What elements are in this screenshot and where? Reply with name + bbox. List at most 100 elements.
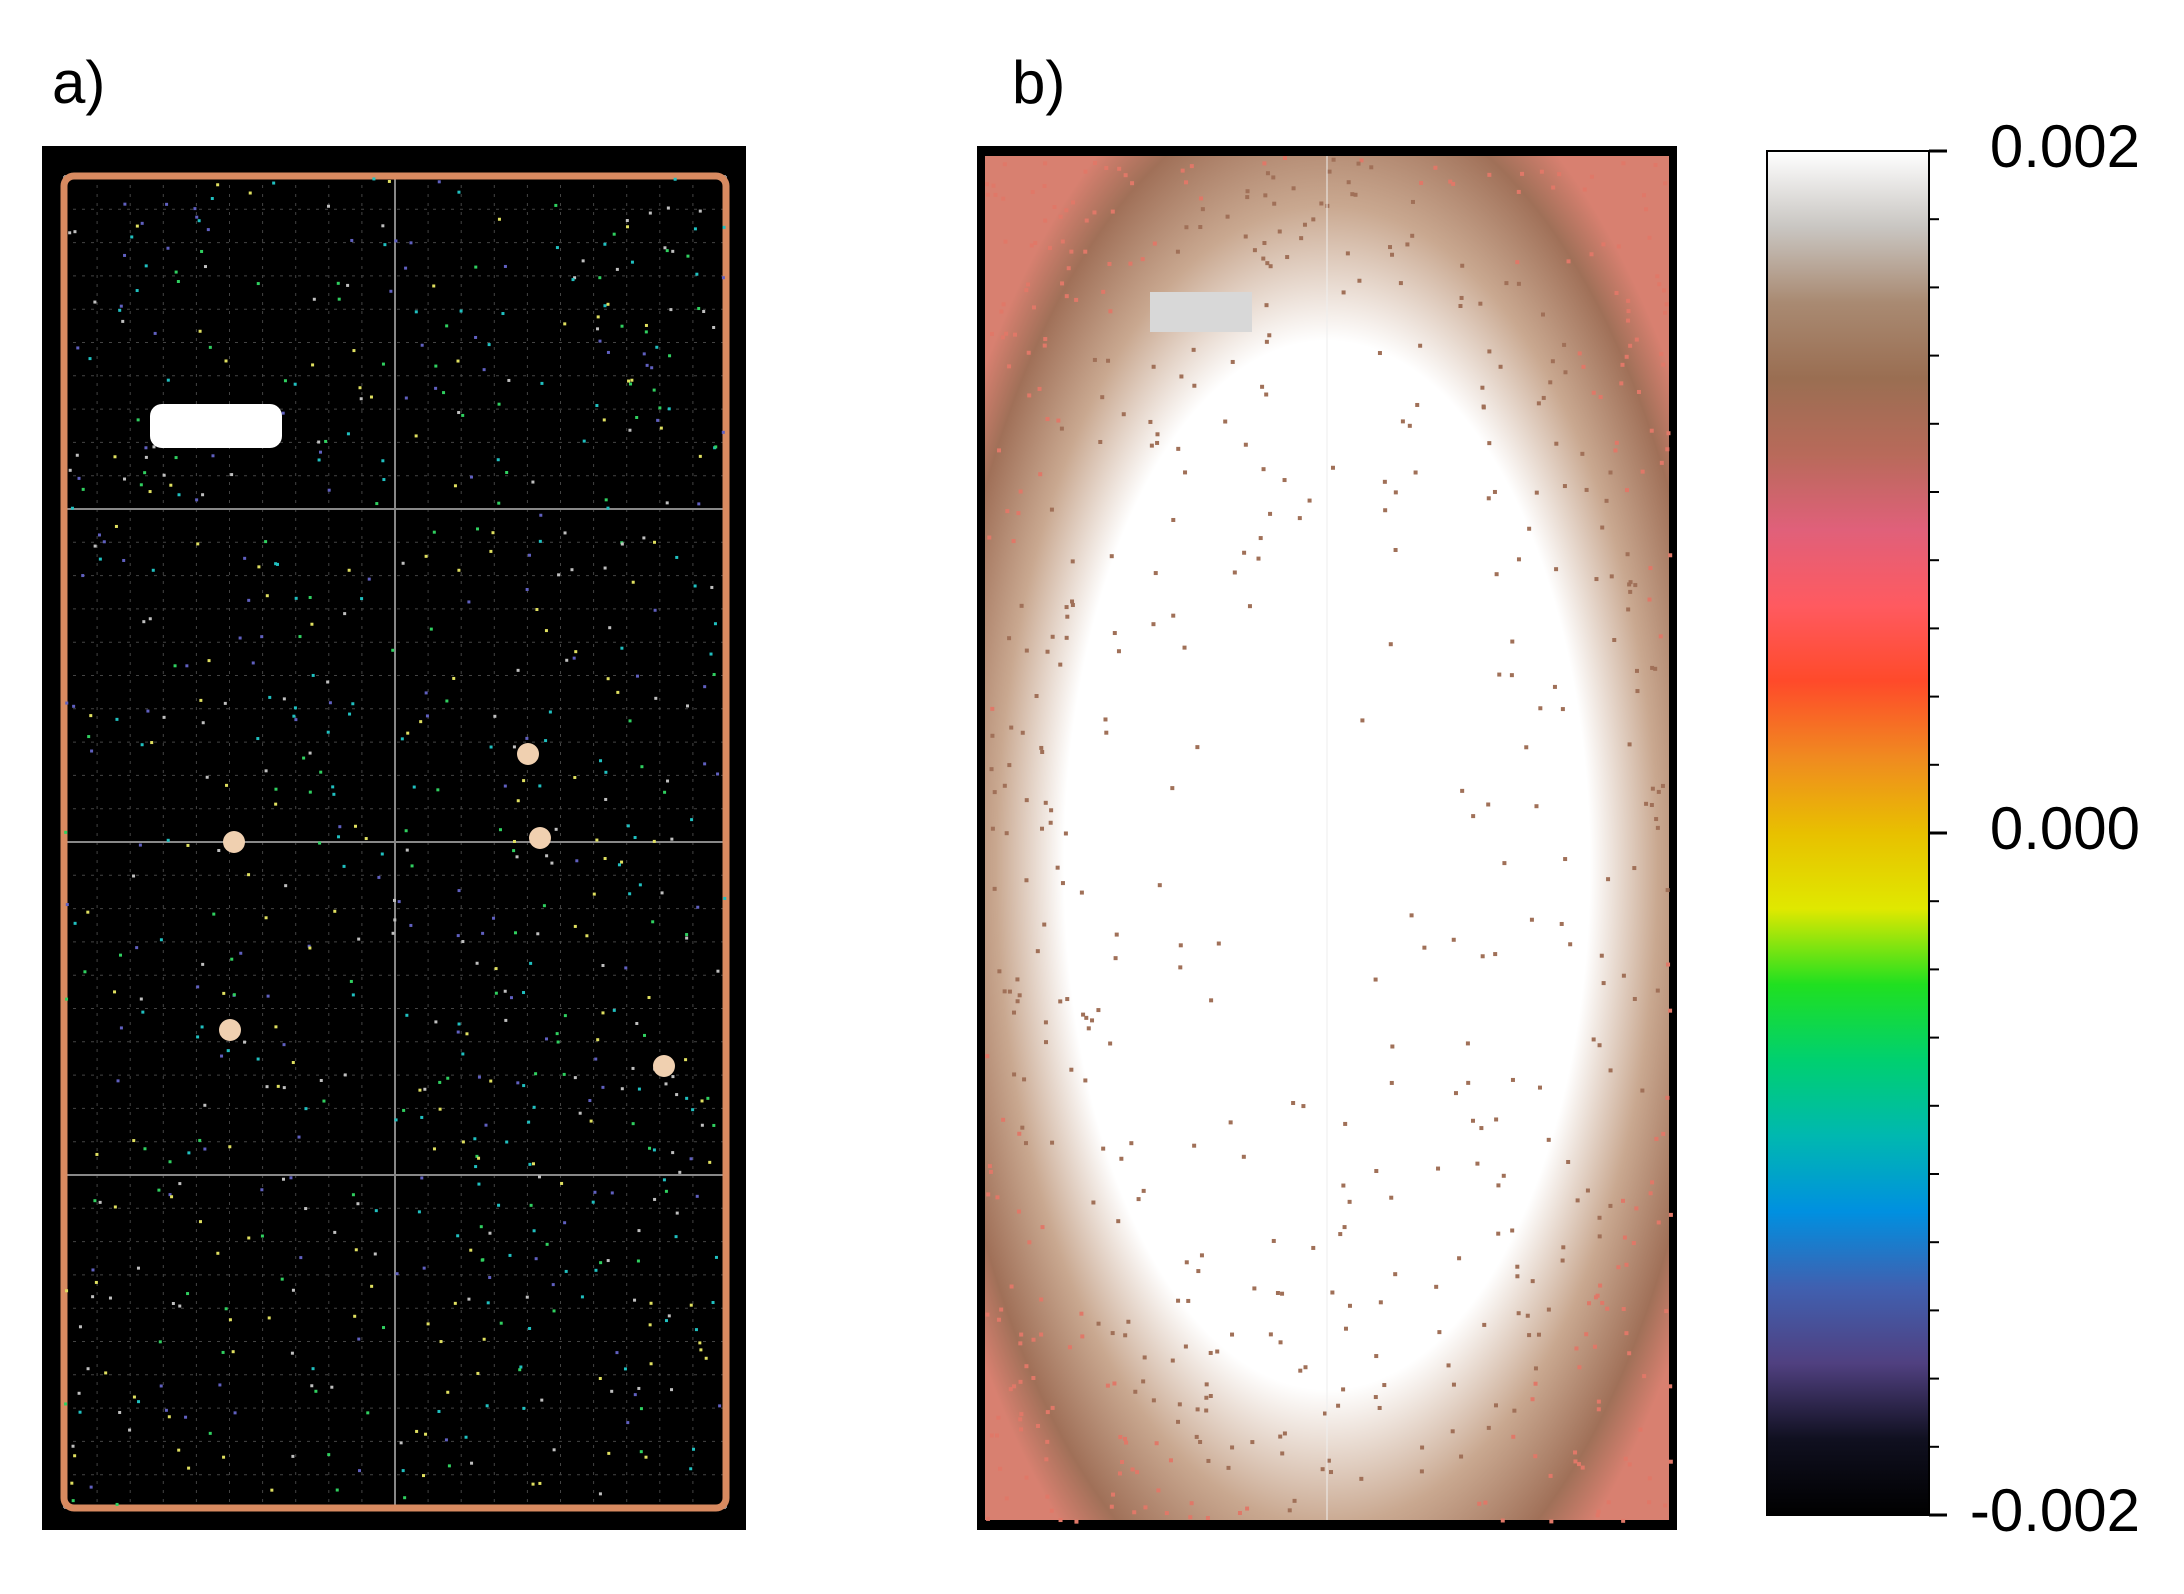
- speck: [1478, 301, 1483, 306]
- speck: [694, 1328, 698, 1332]
- speck: [1024, 798, 1029, 803]
- speck: [399, 1441, 403, 1445]
- speck: [1580, 1465, 1585, 1470]
- speck: [216, 1251, 220, 1255]
- speck: [620, 1087, 624, 1091]
- speck: [200, 249, 204, 253]
- speck: [201, 962, 205, 966]
- speck: [1319, 201, 1324, 206]
- speck: [274, 562, 278, 566]
- speck: [489, 1079, 493, 1083]
- speck: [1621, 973, 1626, 978]
- speck: [1155, 440, 1160, 445]
- speck: [167, 1415, 171, 1419]
- speck: [1081, 1012, 1086, 1017]
- speck: [1373, 977, 1378, 982]
- speck: [1271, 175, 1276, 180]
- speck: [691, 1108, 695, 1112]
- speck: [159, 938, 163, 942]
- speck: [270, 1488, 274, 1492]
- speck: [1601, 242, 1606, 247]
- speck: [1620, 362, 1625, 367]
- speck: [674, 1235, 678, 1239]
- speck: [404, 829, 408, 833]
- speck: [1178, 965, 1183, 970]
- speck: [665, 501, 669, 505]
- speck: [157, 1188, 161, 1192]
- speck: [1501, 1173, 1506, 1178]
- speck: [1336, 1403, 1341, 1408]
- speck: [616, 690, 620, 694]
- speck: [552, 1448, 556, 1452]
- speck: [337, 297, 341, 301]
- speck: [610, 1191, 614, 1195]
- speck: [432, 530, 436, 534]
- speck: [381, 362, 385, 366]
- speck: [1460, 788, 1465, 793]
- speck: [1537, 1085, 1542, 1090]
- panel-label: a): [52, 49, 105, 116]
- speck: [1192, 383, 1197, 388]
- speck: [477, 1075, 481, 1079]
- speck: [497, 402, 501, 406]
- speck: [604, 797, 608, 801]
- speck: [1533, 1381, 1538, 1386]
- speck: [659, 426, 663, 430]
- speck: [1634, 668, 1639, 673]
- speck: [1024, 648, 1029, 653]
- speck: [1659, 460, 1664, 465]
- speck: [401, 1469, 405, 1473]
- speck: [1175, 249, 1180, 254]
- speck: [1647, 1500, 1652, 1505]
- speck: [482, 1337, 486, 1341]
- speck: [319, 770, 323, 774]
- speck: [164, 1408, 168, 1412]
- speck: [596, 327, 600, 331]
- speck: [1194, 1434, 1199, 1439]
- speck: [114, 524, 118, 528]
- speck: [1064, 605, 1069, 610]
- speck: [1665, 888, 1670, 893]
- speck: [406, 731, 410, 735]
- speck: [999, 309, 1004, 314]
- speck: [291, 1288, 295, 1292]
- speck: [409, 241, 413, 245]
- speck: [718, 1404, 722, 1408]
- speck: [1541, 312, 1546, 317]
- speck: [635, 415, 639, 419]
- speck: [1511, 1434, 1516, 1439]
- speck: [1141, 1379, 1146, 1384]
- speck: [698, 209, 702, 213]
- speck: [1168, 1458, 1173, 1463]
- speck: [1609, 574, 1614, 579]
- speck: [721, 430, 725, 434]
- speck: [532, 1229, 536, 1233]
- speck: [317, 458, 321, 462]
- speck: [644, 1455, 648, 1459]
- speck: [357, 1337, 361, 1341]
- speck: [1628, 343, 1633, 348]
- speck: [1480, 385, 1485, 390]
- speck: [1116, 1219, 1121, 1224]
- speck: [1529, 917, 1534, 922]
- speck: [243, 1040, 247, 1044]
- speck: [232, 993, 236, 997]
- speck: [1510, 1077, 1515, 1082]
- speck: [1019, 603, 1024, 608]
- speck: [132, 1139, 136, 1143]
- speck: [1151, 622, 1156, 627]
- speck: [233, 1411, 237, 1415]
- speck: [382, 1326, 386, 1330]
- speck: [470, 1461, 474, 1465]
- speck: [1347, 1303, 1352, 1308]
- speck: [1587, 1301, 1592, 1306]
- speck: [138, 843, 142, 847]
- speck: [1466, 1080, 1471, 1085]
- speck: [456, 934, 460, 938]
- speck: [1204, 1395, 1209, 1400]
- speck: [1278, 1434, 1283, 1439]
- tick-label: 0.002: [1990, 113, 2140, 180]
- speck: [1465, 1041, 1470, 1046]
- speck: [1029, 243, 1034, 248]
- speck: [1264, 303, 1269, 308]
